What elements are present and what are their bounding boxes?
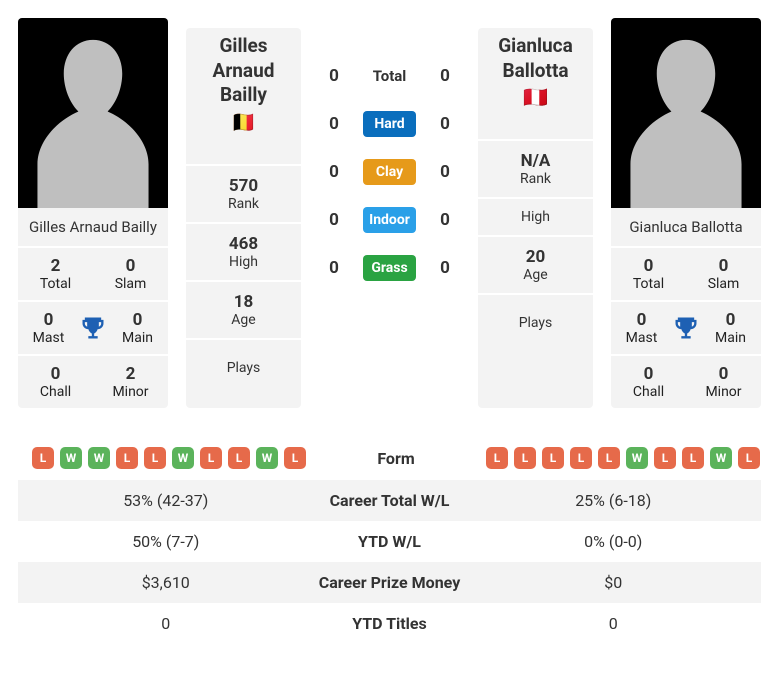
p2-total-titles: 0 bbox=[611, 256, 686, 276]
h2h-p1-hard: 0 bbox=[319, 114, 349, 134]
h2h-p2-grass: 0 bbox=[430, 258, 460, 278]
compare-label: Career Prize Money bbox=[300, 573, 480, 592]
p1-high: 468 bbox=[186, 234, 301, 254]
form-pill: W bbox=[626, 447, 648, 469]
compare-label: YTD W/L bbox=[300, 532, 480, 551]
p1-rank: 570 bbox=[186, 176, 301, 196]
flag-right: 🇵🇪 bbox=[478, 85, 593, 119]
h2h-center: 0 Total 0 0 Hard 0 0 Clay 0 0 Indoor 0 0 Grass 0 bbox=[319, 18, 460, 408]
form-pill: L bbox=[284, 447, 306, 469]
compare-label: YTD Titles bbox=[300, 614, 480, 633]
h2h-row-indoor: 0 Indoor 0 bbox=[319, 207, 460, 233]
compare-row: $3,610Career Prize Money$0 bbox=[18, 562, 761, 603]
form-right: LLLLLWLLWL bbox=[486, 447, 760, 469]
trophy-icon bbox=[672, 314, 700, 342]
avatar-right bbox=[611, 18, 761, 208]
p2-main-titles: 0 bbox=[700, 310, 761, 330]
p2-age: 20 bbox=[478, 247, 593, 267]
surface-pill-clay[interactable]: Clay bbox=[363, 159, 416, 185]
form-left: LWWLLWLLWL bbox=[32, 447, 306, 469]
h2h-p1-grass: 0 bbox=[319, 258, 349, 278]
p1-total-titles: 2 bbox=[18, 256, 93, 276]
h2h-p1-total: 0 bbox=[319, 66, 349, 86]
compare-row: 53% (42-37)Career Total W/L25% (6-18) bbox=[18, 480, 761, 521]
compare-label: Career Total W/L bbox=[300, 491, 480, 510]
compare-left: $3,610 bbox=[32, 573, 300, 592]
compare-right: $0 bbox=[480, 573, 748, 592]
p2-mast-titles: 0 bbox=[611, 310, 672, 330]
silhouette-icon bbox=[18, 18, 168, 208]
form-pill: L bbox=[514, 447, 536, 469]
compare-label: Form bbox=[306, 449, 486, 468]
h2h-p1-clay: 0 bbox=[319, 162, 349, 182]
p1-minor-titles: 2 bbox=[93, 364, 168, 384]
compare-row: 50% (7-7)YTD W/L0% (0-0) bbox=[18, 521, 761, 562]
p2-minor-titles: 0 bbox=[686, 364, 761, 384]
player-info-left: Gilles Arnaud Bailly 🇧🇪 570Rank 468High … bbox=[186, 28, 301, 408]
player-card-left: Gilles Arnaud Bailly 2Total 0Slam 0Mast … bbox=[18, 18, 168, 408]
player-name-left-small: Gilles Arnaud Bailly bbox=[18, 208, 168, 248]
h2h-row-hard: 0 Hard 0 bbox=[319, 111, 460, 137]
form-pill: L bbox=[654, 447, 676, 469]
avatar-left bbox=[18, 18, 168, 208]
form-pill: L bbox=[144, 447, 166, 469]
form-pill: L bbox=[542, 447, 564, 469]
p1-slam-titles: 0 bbox=[93, 256, 168, 276]
trophy-icon bbox=[79, 314, 107, 342]
player-name-right[interactable]: Gianluca Ballotta bbox=[478, 28, 593, 85]
h2h-total-label: Total bbox=[363, 63, 416, 89]
p2-rank: N/A bbox=[478, 151, 593, 171]
form-pill: L bbox=[200, 447, 222, 469]
form-pill: L bbox=[228, 447, 250, 469]
p1-age: 18 bbox=[186, 292, 301, 312]
form-strip-right: LLLLLWLLWL bbox=[486, 447, 760, 469]
h2h-p2-clay: 0 bbox=[430, 162, 460, 182]
compare-right: 25% (6-18) bbox=[480, 491, 748, 510]
form-pill: L bbox=[116, 447, 138, 469]
surface-pill-indoor[interactable]: Indoor bbox=[363, 207, 416, 233]
h2h-p2-total: 0 bbox=[430, 66, 460, 86]
p1-chall-titles: 0 bbox=[18, 364, 93, 384]
form-strip-left: LWWLLWLLWL bbox=[32, 447, 306, 469]
p1-main-titles: 0 bbox=[107, 310, 168, 330]
p2-chall-titles: 0 bbox=[611, 364, 686, 384]
p2-slam-titles: 0 bbox=[686, 256, 761, 276]
compare-table: LWWLLWLLWLFormLLLLLWLLWL53% (42-37)Caree… bbox=[18, 436, 761, 644]
form-pill: L bbox=[738, 447, 760, 469]
form-pill: L bbox=[598, 447, 620, 469]
p1-mast-titles: 0 bbox=[18, 310, 79, 330]
form-pill: L bbox=[682, 447, 704, 469]
h2h-p2-indoor: 0 bbox=[430, 210, 460, 230]
surface-pill-hard[interactable]: Hard bbox=[363, 111, 416, 137]
form-pill: W bbox=[710, 447, 732, 469]
compare-right: 0% (0-0) bbox=[480, 532, 748, 551]
compare-left: 53% (42-37) bbox=[32, 491, 300, 510]
form-pill: L bbox=[570, 447, 592, 469]
p2-plays: Plays bbox=[478, 315, 593, 331]
form-pill: W bbox=[60, 447, 82, 469]
form-pill: W bbox=[256, 447, 278, 469]
form-pill: L bbox=[486, 447, 508, 469]
h2h-p1-indoor: 0 bbox=[319, 210, 349, 230]
flag-left: 🇧🇪 bbox=[186, 110, 301, 144]
h2h-row-clay: 0 Clay 0 bbox=[319, 159, 460, 185]
player-name-right-small: Gianluca Ballotta bbox=[611, 208, 761, 248]
compare-right: 0 bbox=[480, 614, 748, 633]
form-pill: W bbox=[172, 447, 194, 469]
compare-left: 50% (7-7) bbox=[32, 532, 300, 551]
compare-row: LWWLLWLLWLFormLLLLLWLLWL bbox=[18, 436, 761, 480]
player-info-right: Gianluca Ballotta 🇵🇪 N/ARank High 20Age … bbox=[478, 28, 593, 408]
player-card-right: Gianluca Ballotta 0Total 0Slam 0Mast 0Ma… bbox=[611, 18, 761, 408]
player-name-left[interactable]: Gilles Arnaud Bailly bbox=[186, 28, 301, 110]
form-pill: W bbox=[88, 447, 110, 469]
compare-row: 0YTD Titles0 bbox=[18, 603, 761, 644]
p1-plays: Plays bbox=[186, 360, 301, 376]
compare-left: 0 bbox=[32, 614, 300, 633]
h2h-p2-hard: 0 bbox=[430, 114, 460, 134]
h2h-row-grass: 0 Grass 0 bbox=[319, 255, 460, 281]
surface-pill-grass[interactable]: Grass bbox=[363, 255, 416, 281]
silhouette-icon bbox=[611, 18, 761, 208]
form-pill: L bbox=[32, 447, 54, 469]
